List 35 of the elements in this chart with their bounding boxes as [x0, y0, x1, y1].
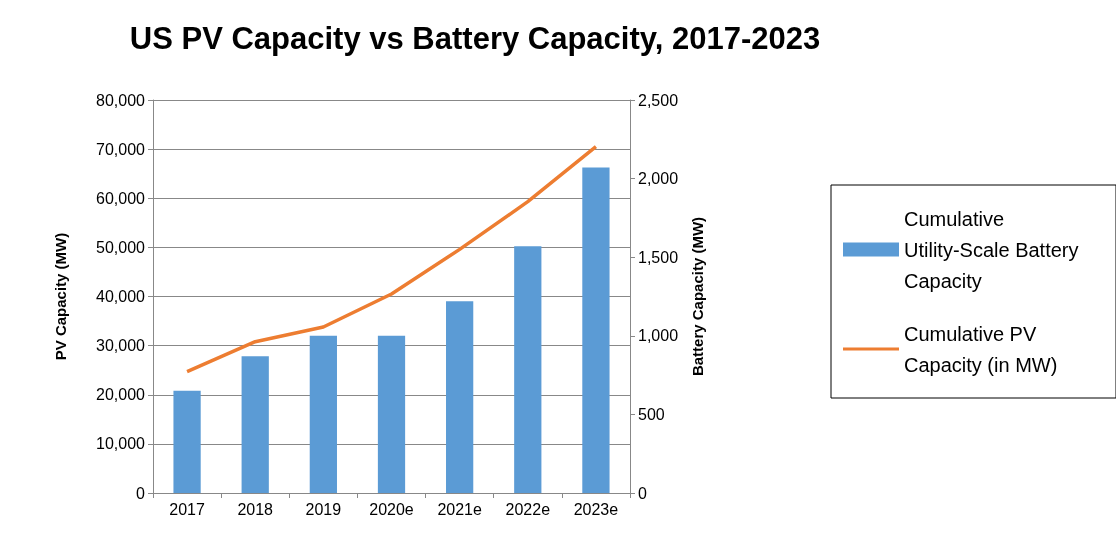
x-tick-label: 2018 — [237, 500, 274, 518]
y-tick-label: 60,000 — [96, 189, 146, 207]
bar — [309, 335, 337, 493]
x-tick-label: 2019 — [305, 500, 342, 518]
line-series — [185, 144, 598, 374]
x-tick-label: 2017 — [169, 500, 205, 518]
bar — [173, 390, 201, 493]
y-tick-label: 70,000 — [96, 140, 146, 158]
legend-label: Cumulative PV Capacity (in MW) — [904, 322, 1058, 376]
x-tick-label: 2023e — [573, 500, 619, 518]
y2-tick-label: 0 — [638, 484, 647, 502]
x-tick-label: 2020e — [369, 500, 414, 518]
y2-tick-label: 2,500 — [638, 91, 679, 109]
bar — [582, 167, 610, 493]
y-tick-label: 10,000 — [96, 435, 146, 453]
y2-tick-label: 1,000 — [638, 327, 679, 345]
y-tick-label: 20,000 — [96, 386, 146, 404]
y-tick-label: 30,000 — [96, 337, 146, 355]
y-axis-title: PV Capacity (MW) — [52, 232, 69, 361]
y2-tick-label: 500 — [638, 405, 665, 423]
x-tick-label: 2021e — [437, 500, 482, 518]
bar — [377, 335, 406, 493]
bar — [241, 356, 269, 493]
y-tick-label: 50,000 — [96, 238, 146, 256]
legend-label: Cumulative Utility-Scale Battery Capacity — [904, 207, 1085, 292]
x-tick-label: 2022e — [505, 500, 551, 518]
y2-axis-title: Battery Capacity (MW) — [689, 216, 706, 377]
y2-tick-label: 1,500 — [638, 248, 679, 266]
bar — [446, 301, 474, 493]
y2-tick-label: 2,000 — [638, 170, 679, 188]
bar — [514, 246, 542, 493]
chart-title: US PV Capacity vs Battery Capacity, 2017-2023 — [129, 21, 821, 56]
y-tick-label: 40,000 — [96, 288, 146, 305]
y-tick-label: 80,000 — [96, 91, 146, 109]
y-tick-label: 0 — [136, 484, 146, 502]
